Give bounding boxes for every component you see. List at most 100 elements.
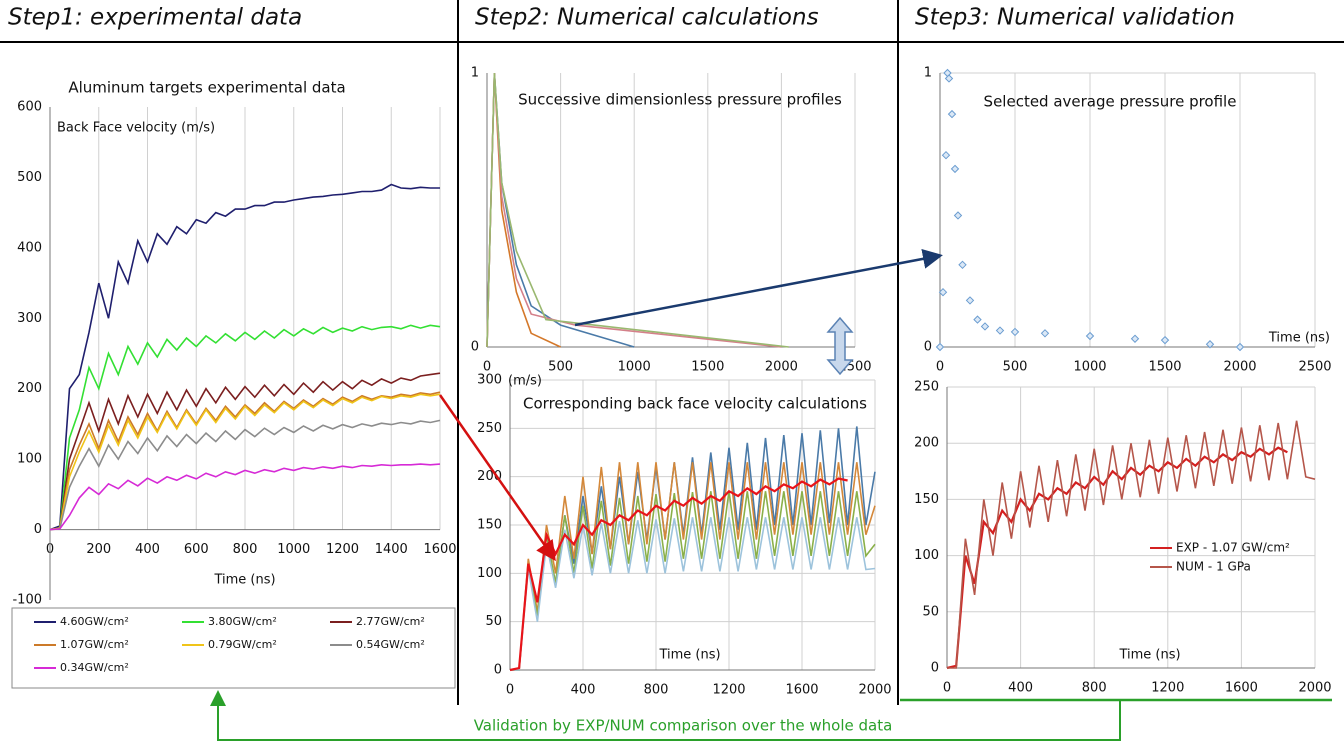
series-line [510,517,876,671]
y-tick-label: 250 [477,421,502,436]
double-arrow [826,316,854,376]
arrow [438,394,556,562]
series-line [49,463,441,531]
y-tick-label: 200 [17,381,42,396]
feedback-arrow [210,690,1121,741]
x-tick-label: 400 [571,683,596,698]
y-tick-label: 150 [914,492,939,507]
x-tick-label: 2000 [1223,360,1256,375]
y-tick-label: 0 [494,663,502,678]
y-tick-label: 50 [485,614,502,629]
x-tick-label: 2000 [765,360,798,375]
step-header: Step2: Numerical calculations [475,5,819,31]
x-tick-label: 800 [233,542,258,557]
series-line [49,393,441,531]
point [935,342,945,352]
series-line [510,491,876,671]
y-tick-label: 500 [17,170,42,185]
legend-label: 2.77GW/cm² [356,615,425,628]
x-tick-label: 0 [483,360,491,375]
x-tick-label: 1600 [1225,681,1258,696]
y-tick-label: 50 [922,604,939,619]
legend-label: 3.80GW/cm² [208,615,277,628]
series-line [49,183,440,531]
legend-label: 1.07GW/cm² [60,638,129,651]
x-tick-label: 1000 [277,542,310,557]
x-tick-label: 2000 [1298,681,1331,696]
y-tick-label: 300 [477,373,502,388]
x-axis-label: Time (ns) [1268,331,1330,346]
legend-label: NUM - 1 GPa [1176,560,1251,574]
legend-label: 4.60GW/cm² [60,615,129,628]
x-tick-label: 1000 [618,360,651,375]
x-axis-label: Time (ns) [1118,648,1180,663]
x-tick-label: 1200 [1151,681,1184,696]
series-line [49,391,441,531]
point [958,260,967,270]
point [950,164,960,174]
x-tick-label: 1600 [423,542,456,557]
point [1205,340,1215,349]
point [1085,331,1095,341]
series-line [510,462,876,671]
y-tick-label: -100 [12,593,42,608]
legend-label: EXP - 1.07 GW/cm² [1176,541,1290,555]
y-tick-label: 0 [931,661,939,676]
y-axis-label: Back Face velocity (m/s) [57,121,215,136]
series-line [486,72,789,348]
point [941,150,951,160]
point [938,287,948,297]
point [947,109,957,119]
x-tick-label: 1400 [375,542,408,557]
series-line [947,420,1316,669]
y-tick-label: 250 [914,380,939,395]
legend-label: 0.34GW/cm² [60,661,129,674]
legend-label: 0.54GW/cm² [356,638,425,651]
point [973,315,982,324]
point [1040,329,1050,338]
x-tick-label: 1500 [691,360,724,375]
legend-box [11,607,456,689]
point [1235,342,1245,352]
y-tick-label: 0 [34,522,42,537]
point [953,211,963,220]
x-tick-label: 600 [184,542,209,557]
x-tick-label: 1200 [712,683,745,698]
series-line [510,426,876,671]
step-header: Step1: experimental data [8,5,302,31]
series-line [486,72,561,348]
y-tick-label: 100 [477,566,502,581]
x-tick-label: 800 [644,683,669,698]
x-tick-label: 0 [943,681,951,696]
y-tick-label: 400 [17,240,42,255]
x-tick-label: 400 [1008,681,1033,696]
series-line [49,419,441,531]
x-axis-label: Time (ns) [658,648,720,663]
y-tick-label: 600 [17,100,42,115]
point [965,296,975,305]
y-tick-label: 1 [924,66,932,81]
x-tick-label: 500 [1003,360,1028,375]
y-tick-label: 150 [477,518,502,533]
chart-title: Successive dimensionless pressure profil… [518,91,842,109]
x-tick-label: 800 [1082,681,1107,696]
y-tick-label: 300 [17,311,42,326]
point [980,322,990,331]
point [1010,327,1020,337]
point [1160,335,1170,345]
x-tick-label: 2500 [1298,360,1331,375]
x-tick-label: 1000 [1073,360,1106,375]
x-tick-label: 500 [548,360,573,375]
chart-title: Selected average pressure profile [984,93,1237,111]
step-header: Step3: Numerical validation [915,5,1235,31]
chart-title: Aluminum targets experimental data [68,79,345,97]
x-tick-label: 200 [86,542,111,557]
x-tick-label: 1200 [326,542,359,557]
series-line [49,372,441,531]
series-line [946,446,1288,670]
y-axis-label: (m/s) [508,374,542,389]
x-tick-label: 2000 [858,683,891,698]
x-tick-label: 1500 [1148,360,1181,375]
